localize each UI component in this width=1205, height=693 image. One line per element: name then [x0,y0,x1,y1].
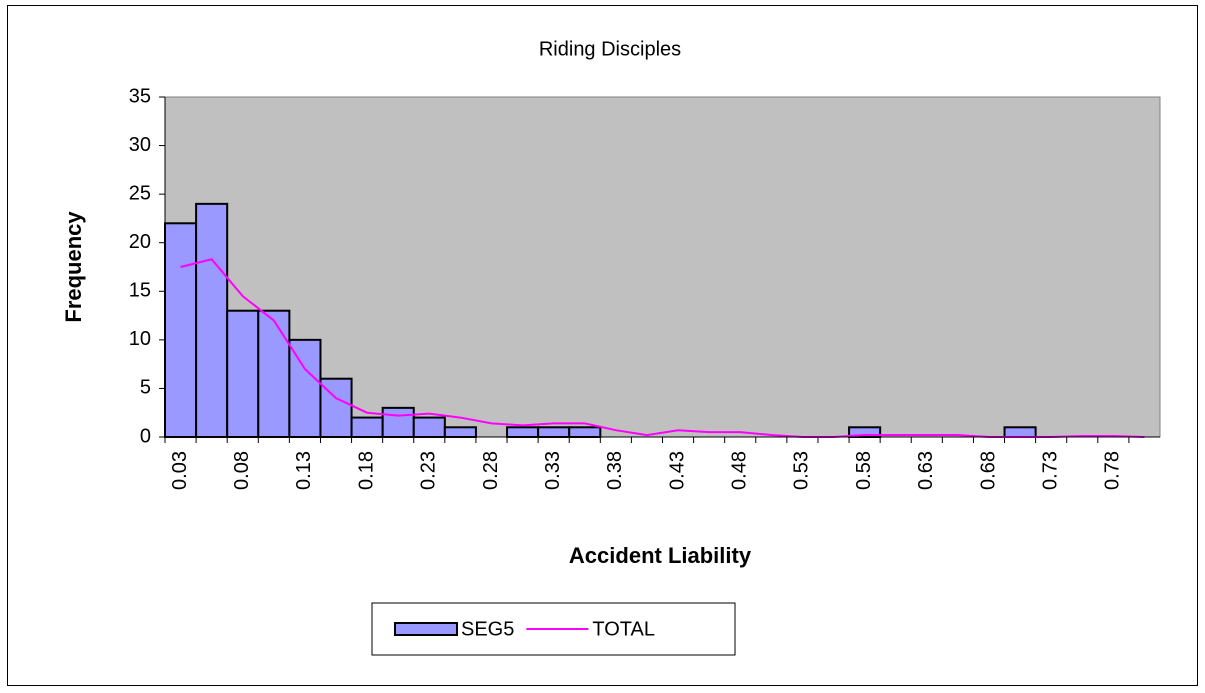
y-tick-label: 0 [140,425,151,447]
bar [195,202,229,438]
x-tick-label: 0.58 [853,451,875,490]
y-tick-label: 25 [129,182,151,204]
bar [412,416,446,439]
y-tick-label: 30 [129,134,151,156]
x-tick-label: 0.68 [977,451,999,490]
y-tick-label: 15 [129,280,151,302]
bar [537,426,571,438]
bar [164,222,198,438]
bar [350,416,384,439]
y-tick-label: 20 [129,231,151,253]
bar [568,426,602,438]
x-tick-label: 0.78 [1102,451,1124,490]
x-tick-label: 0.38 [604,451,626,490]
x-tick-label: 0.63 [915,451,937,490]
x-tick-label: 0.53 [791,451,813,490]
x-tick-label: 0.43 [666,451,688,490]
bar [381,406,415,439]
x-tick-label: 0.08 [231,451,253,490]
x-tick-label: 0.03 [169,451,191,490]
y-tick-label: 35 [129,85,151,107]
legend-label: TOTAL [592,618,655,640]
bar [506,426,540,438]
bar [443,426,477,438]
x-axis-title: Accident Liability [569,543,752,568]
x-tick-label: 0.48 [729,451,751,490]
x-tick-label: 0.28 [480,451,502,490]
legend-label: SEG5 [461,618,514,640]
x-tick-label: 0.23 [418,451,440,490]
bar [257,309,291,439]
y-tick-label: 10 [129,328,151,350]
bar [288,338,322,439]
x-tick-label: 0.13 [293,451,315,490]
bar [1003,426,1037,438]
y-axis-title: Frequency [61,211,86,323]
y-tick-label: 5 [140,377,151,399]
x-tick-label: 0.33 [542,451,564,490]
x-tick-label: 0.18 [355,451,377,490]
bar [319,377,353,439]
x-tick-label: 0.73 [1039,451,1061,490]
chart-title: Riding Disciples [539,38,681,60]
legend-swatch [394,622,458,636]
bar [226,309,260,439]
